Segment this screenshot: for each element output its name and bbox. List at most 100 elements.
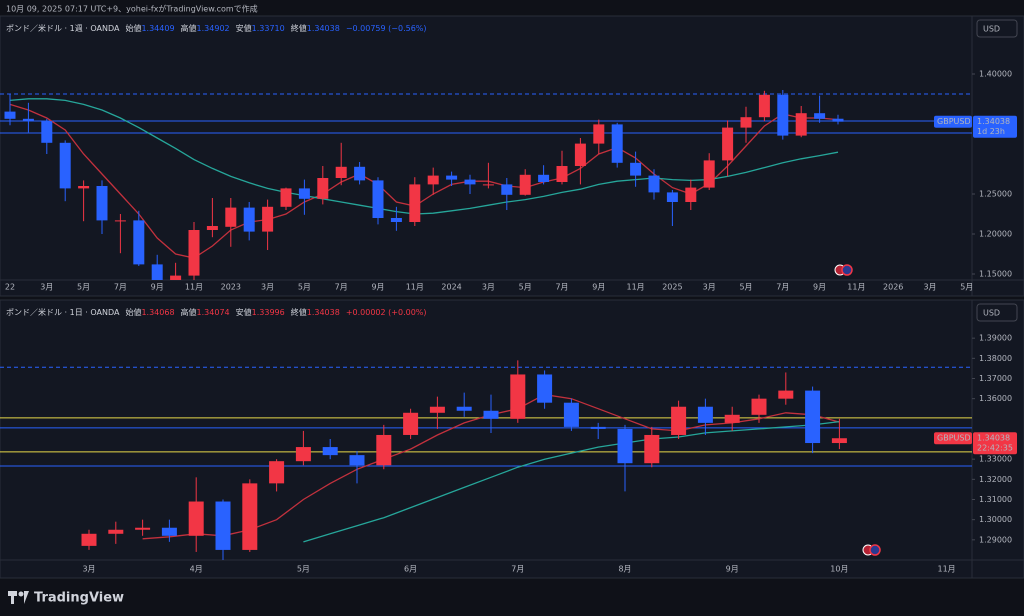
candle-body <box>133 220 145 265</box>
candle-body <box>243 207 255 232</box>
chart-title: ポンド／米ドル · 1日 · OANDA <box>6 307 120 317</box>
x-tick-label: 3月 <box>82 565 95 574</box>
countdown: 22:42:35 <box>977 444 1013 453</box>
last-price: 1.34038 <box>977 434 1010 443</box>
x-tick-label: 3月 <box>923 283 936 292</box>
candle-body <box>501 184 513 195</box>
candle-body <box>188 501 204 536</box>
readout-value: 1.34038 <box>307 308 340 317</box>
currency: USD <box>983 25 1000 34</box>
y-tick-label: 1.37000 <box>979 374 1012 383</box>
event-flag <box>841 264 853 276</box>
candle-body <box>372 180 384 218</box>
candle-body <box>456 406 472 411</box>
x-tick-label: 22 <box>5 283 15 292</box>
logo-slant <box>24 591 29 604</box>
readout-label: 終値 <box>291 307 307 317</box>
candle-body <box>630 162 642 176</box>
candle-body <box>59 142 71 189</box>
candle-body <box>644 434 660 464</box>
y-tick-label: 1.39000 <box>979 334 1012 343</box>
candle-body <box>96 186 108 221</box>
x-tick-label: 9月 <box>151 283 164 292</box>
candle-body <box>832 118 844 122</box>
logo-stem <box>11 596 14 604</box>
currency-button[interactable] <box>976 19 1018 38</box>
last-price-box <box>973 432 1017 455</box>
x-tick-label: 10月 <box>830 565 848 574</box>
candle-body <box>758 94 770 118</box>
readout-label: 安値 <box>236 23 252 33</box>
x-tick-label: 4月 <box>190 565 203 574</box>
moving-average <box>9 98 839 215</box>
candle-body <box>446 175 458 180</box>
candle-body <box>666 192 678 202</box>
last-price: 1.34038 <box>977 117 1010 126</box>
candle-body <box>78 186 90 189</box>
candle-body <box>295 447 311 462</box>
candle-body <box>335 166 347 178</box>
candle-body <box>114 220 126 222</box>
y-tick-label: 1.31000 <box>979 495 1012 504</box>
x-tick-label: 3月 <box>703 283 716 292</box>
readout-value: 1.33710 <box>252 24 285 33</box>
candle-body <box>574 143 586 166</box>
x-tick-label: 6月 <box>404 565 417 574</box>
currency-button[interactable] <box>976 303 1018 322</box>
readout-value: 1.34902 <box>197 24 230 33</box>
x-tick-label: 5月 <box>739 283 752 292</box>
candle-body <box>483 410 499 419</box>
y-tick-label: 1.20000 <box>979 230 1012 239</box>
x-tick-label: 11月 <box>938 565 956 574</box>
event-flag <box>869 544 881 556</box>
caption: 10月 09, 2025 07:17 UTC+9、yohei-fxがTradin… <box>6 4 258 14</box>
logo <box>8 591 29 604</box>
x-tick-label: 3月 <box>261 283 274 292</box>
candle-body <box>322 447 338 456</box>
candle-body <box>777 94 789 136</box>
readout-value: 1.34068 <box>141 308 174 317</box>
candle-body <box>697 406 713 423</box>
candle-body <box>354 166 366 181</box>
candle-body <box>206 226 218 230</box>
candle-body <box>831 438 847 444</box>
readout-label: 始値 <box>125 307 141 317</box>
legend: ポンド／米ドル · 1週 · OANDA 始値1.34409 高値1.34902 安値… <box>6 23 427 33</box>
y-tick-label: 1.32000 <box>979 475 1012 484</box>
candle-body <box>617 428 633 464</box>
x-tick-label: 7月 <box>776 283 789 292</box>
candle-body <box>464 179 476 185</box>
candle-body <box>519 174 531 195</box>
moving-average <box>303 420 840 543</box>
x-tick-label: 9月 <box>592 283 605 292</box>
candle-body <box>482 184 494 186</box>
x-tick-label: 5月 <box>77 283 90 292</box>
candle-body <box>778 390 794 399</box>
readout-value: 1.34409 <box>141 24 174 33</box>
panel <box>0 299 1024 579</box>
candle-body <box>41 121 53 143</box>
x-tick-label: 7月 <box>114 283 127 292</box>
x-tick-label: 8月 <box>618 565 631 574</box>
candle-body <box>538 174 550 182</box>
candle-body <box>242 483 258 550</box>
y-tick-label: 1.36000 <box>979 394 1012 403</box>
y-tick-label: 1.30000 <box>979 515 1012 524</box>
candle-body <box>280 188 292 207</box>
x-tick-label: 11月 <box>406 283 424 292</box>
candle-body <box>537 374 553 403</box>
candle-body <box>390 218 402 222</box>
y-tick-label: 1.25000 <box>979 190 1012 199</box>
moving-average <box>9 103 839 259</box>
x-tick-label: 11月 <box>185 283 203 292</box>
symbol: GBPUSD <box>937 117 971 126</box>
candle-body <box>427 175 439 185</box>
candle-body <box>262 206 274 232</box>
candle-body <box>151 264 163 280</box>
symbol-box <box>934 115 972 128</box>
candle-body <box>135 527 151 530</box>
x-tick-label: 11月 <box>847 283 865 292</box>
candle-body <box>349 455 365 466</box>
candle-body <box>724 414 740 423</box>
